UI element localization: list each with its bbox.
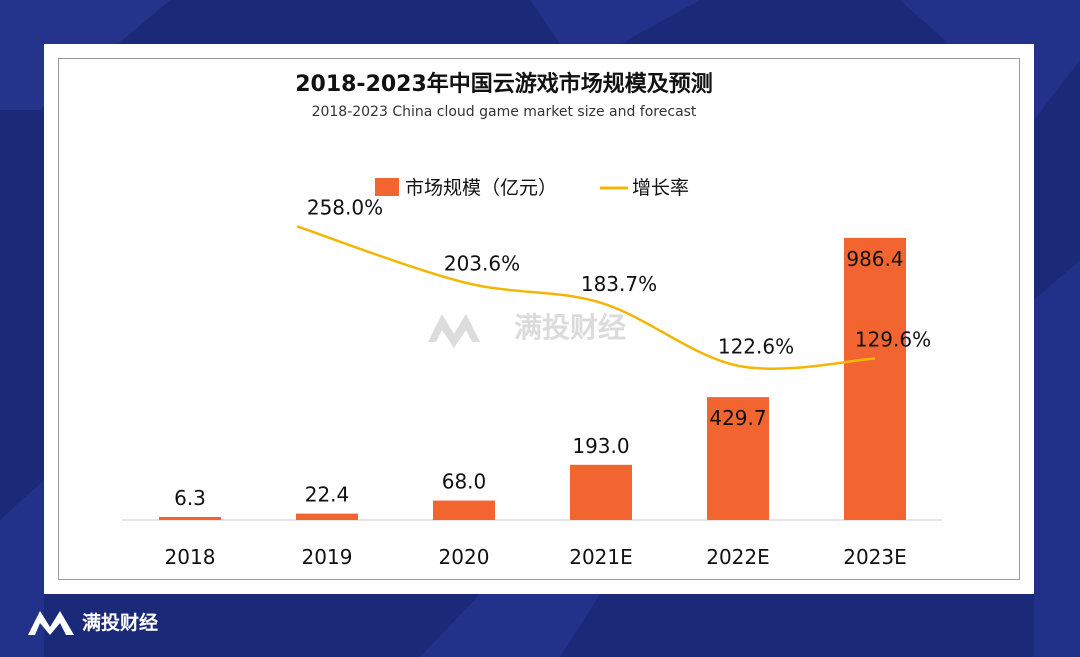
bar-2023E [844, 237, 906, 521]
brand-logo-icon [28, 610, 74, 635]
watermark-logo-icon [428, 314, 480, 348]
growth-rate-label: 122.6% [718, 335, 794, 359]
growth-rate-label: 129.6% [855, 328, 931, 352]
x-tick-label: 2021E [569, 545, 633, 569]
chart-subtitle: 2018-2023 China cloud game market size a… [311, 104, 697, 120]
chart-frame [58, 58, 1020, 580]
x-tick-label: 2023E [843, 545, 907, 569]
legend-line-label: 增长率 [632, 177, 689, 199]
growth-rate-label: 258.0% [307, 195, 383, 219]
bar-value-label: 22.4 [305, 483, 350, 507]
chart: 满投财经 市场规模（亿元） 增长率 2018 2019 2020 2021E 2022E… [122, 177, 942, 569]
growth-rate-label: 203.6% [444, 251, 520, 275]
x-tick-label: 2018 [165, 545, 216, 569]
chart-card: 2018-2023年中国云游戏市场规模及预测 2018-2023 China c… [44, 44, 1034, 594]
growth-rate-label: 183.7% [581, 272, 657, 296]
x-tick-label: 2020 [439, 545, 490, 569]
growth-rate-line [296, 225, 876, 370]
bar-value-label: 68.0 [442, 470, 487, 494]
bar-value-label: 193.0 [572, 434, 629, 458]
footer-brand: 满投财经 [28, 608, 158, 635]
bar-2019 [296, 513, 358, 520]
watermark-text: 满投财经 [514, 311, 626, 344]
watermark: 满投财经 [428, 311, 626, 348]
x-tick-label: 2022E [706, 545, 770, 569]
bar-value-label: 6.3 [174, 486, 206, 510]
bar-2022E [707, 397, 769, 520]
bar-value-label: 429.7 [709, 406, 766, 430]
legend: 市场规模（亿元） 增长率 [375, 177, 689, 199]
brand-name: 满投财经 [82, 612, 159, 634]
x-tick-label: 2019 [302, 545, 353, 569]
legend-bar-swatch [375, 178, 399, 196]
bar-2020 [433, 500, 495, 520]
chart-title: 2018-2023年中国云游戏市场规模及预测 [295, 72, 713, 97]
bar-value-label: 986.4 [846, 247, 903, 271]
bar-2021E [570, 464, 632, 520]
legend-bar-label: 市场规模（亿元） [405, 177, 557, 199]
bar-2018 [159, 517, 221, 520]
